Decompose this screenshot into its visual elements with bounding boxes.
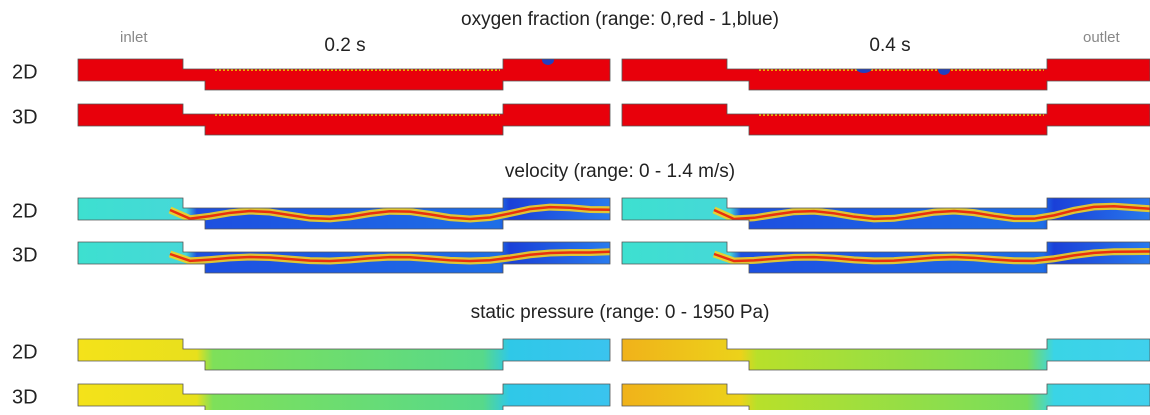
outline: [621, 338, 1150, 371]
contour-field: [78, 339, 610, 370]
contour-field: [78, 59, 610, 90]
outline: [621, 241, 1150, 274]
time-label: 0.2 s: [324, 35, 365, 56]
panel-title: velocity (range: 0 - 1.4 m/s): [505, 161, 735, 182]
outline: [77, 197, 611, 230]
outlet-label: outlet: [1083, 29, 1121, 46]
bubble: [542, 59, 554, 65]
contour-field: [622, 104, 1150, 135]
bubble: [1023, 59, 1031, 67]
row-label: 3D: [12, 244, 38, 266]
jet-core: [169, 205, 610, 221]
contour-field: [78, 198, 610, 229]
bubble: [938, 65, 950, 75]
outline: [621, 58, 1150, 91]
row-label: 3D: [12, 386, 38, 408]
contour-field: [622, 339, 1150, 370]
outline: [77, 383, 611, 415]
time-label: 0.4 s: [869, 35, 910, 56]
outline: [621, 103, 1150, 136]
field: [78, 104, 610, 135]
jet-core: [169, 250, 610, 263]
outline: [77, 103, 611, 136]
jet-core: [713, 250, 1150, 263]
row-label: 2D: [12, 61, 38, 83]
inlet-label: inlet: [120, 29, 148, 46]
row-label: 2D: [12, 200, 38, 222]
contour-field: [622, 198, 1150, 229]
contour-field: [622, 59, 1150, 90]
jet-core: [713, 204, 1150, 221]
field: [622, 339, 1150, 370]
bubble: [856, 63, 872, 73]
field: [78, 339, 610, 370]
panel-title: oxygen fraction (range: 0,red - 1,blue): [461, 9, 779, 30]
field: [622, 104, 1150, 135]
row-label: 3D: [12, 106, 38, 128]
outline: [77, 58, 611, 91]
field: [622, 59, 1150, 90]
field: [78, 59, 610, 90]
outline: [77, 241, 611, 274]
contour-field: [78, 104, 610, 135]
labels: inlet outlet 0.2 s 0.4 s: [120, 29, 1121, 56]
outline: [621, 383, 1150, 415]
outline: [621, 197, 1150, 230]
panel-title: static pressure (range: 0 - 1950 Pa): [471, 302, 770, 323]
outline: [77, 338, 611, 371]
row-label: 2D: [12, 341, 38, 363]
contour-field: [622, 242, 1150, 273]
contour-field: [78, 242, 610, 273]
